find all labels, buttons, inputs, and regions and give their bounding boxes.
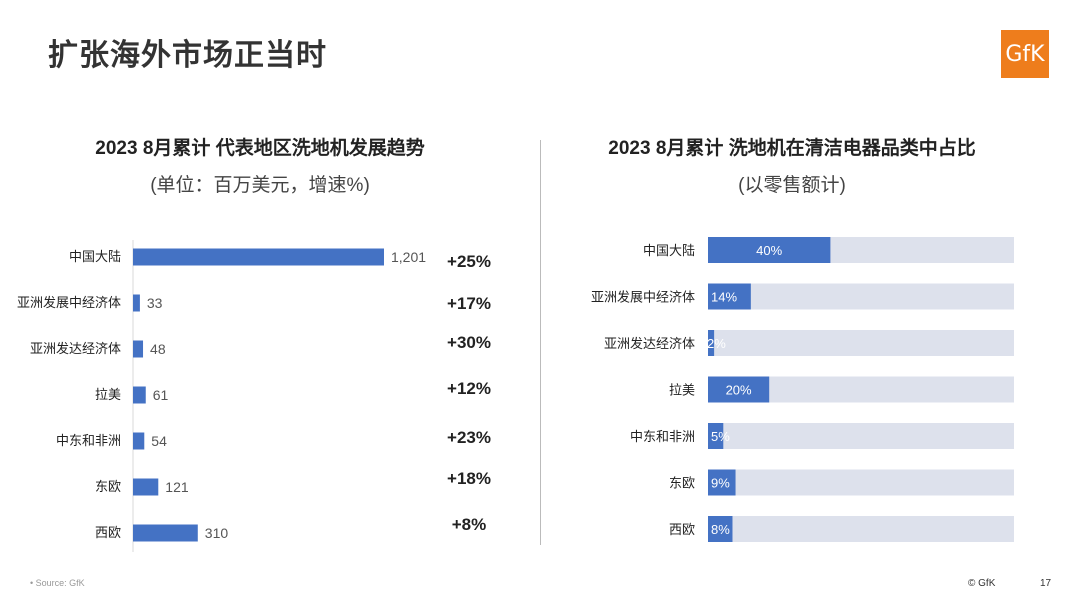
footer-source: • Source: GfK [30,578,85,588]
right-category-label: 东欧 [669,476,695,491]
chart-divider [540,140,541,545]
right-track [708,469,1014,496]
right-value-label: 9% [711,476,730,491]
right-category-label: 亚洲发展中经济体 [591,290,695,305]
left-bar [133,340,144,358]
right-bar-chart: 中国大陆 40% 亚洲发展中经济体 14% 亚洲发达经济体 2% 拉美 20% 中东和非洲 5% 东… [591,237,1014,542]
left-category-label: 中国大陆 [69,249,121,264]
growth-label: +12% [447,379,491,398]
right-value-label: 40% [756,243,782,258]
growth-label: +17% [447,294,491,313]
growth-label: +23% [447,428,491,447]
right-track [708,423,1014,449]
right-category-label: 拉美 [669,383,695,398]
left-bar [133,478,159,496]
right-value-label: 5% [711,429,730,444]
page-title: 扩张海外市场正当时 [48,39,327,72]
left-category-label: 亚洲发展中经济体 [17,295,121,310]
left-category-label: 拉美 [95,387,121,402]
left-bar [133,524,198,542]
growth-label: +18% [447,469,491,488]
right-bar [708,469,736,496]
right-bar [708,283,751,310]
right-chart-subtitle: (以零售额计) [738,175,846,196]
right-bar [708,423,724,449]
left-chart-heading: 2023 8月累计 代表地区洗地机发展趋势 (单位：百万美元，增速%) [30,133,490,197]
right-chart-heading: 2023 8月累计 洗地机在清洁电器品类中占比 (以零售额计) [562,133,1022,197]
right-value-label: 14% [711,290,737,305]
left-value-label: 54 [151,433,167,449]
gfk-logo: GfK [1001,30,1049,78]
right-category-label: 西欧 [669,522,695,537]
left-bar-chart: 中国大陆 1,201 +25% 亚洲发展中经济体 33 +17% 亚洲发达经济体 48 +30%… [17,240,491,552]
right-bar [708,330,715,356]
right-chart-title: 2023 8月累计 洗地机在清洁电器品类中占比 [608,138,976,159]
right-track [708,516,1014,542]
right-category-label: 中东和非洲 [630,429,695,444]
right-category-label: 中国大陆 [643,243,695,258]
right-category-label: 亚洲发达经济体 [604,336,695,351]
left-chart-subtitle: (单位：百万美元，增速%) [150,175,370,196]
left-category-label: 中东和非洲 [56,433,121,448]
left-value-label: 121 [165,479,189,495]
left-chart-title: 2023 8月累计 代表地区洗地机发展趋势 [95,138,425,159]
right-value-label: 2% [707,336,726,351]
page-number: 17 [1040,578,1052,589]
source-text: Source: GfK [35,578,85,588]
left-bar [133,248,384,266]
left-bar [133,386,146,404]
left-value-label: 61 [153,387,169,403]
left-category-label: 东欧 [95,479,121,494]
growth-label: +8% [452,515,487,534]
left-value-label: 48 [150,341,166,357]
right-bar [708,516,733,542]
right-value-label: 20% [726,383,752,398]
right-track [708,283,1014,310]
left-category-label: 亚洲发达经济体 [30,341,121,356]
growth-label: +30% [447,333,491,352]
growth-label: +25% [447,252,491,271]
right-bar [708,237,831,263]
right-value-label: 8% [711,522,730,537]
right-bar [708,376,770,403]
left-bar [133,432,145,450]
footer-copyright: © GfK [968,578,996,589]
left-value-label: 1,201 [391,249,426,265]
left-value-label: 33 [147,295,163,311]
left-bar [133,294,140,312]
left-value-label: 310 [205,525,229,541]
left-category-label: 西欧 [95,525,121,540]
right-track [708,330,1014,356]
